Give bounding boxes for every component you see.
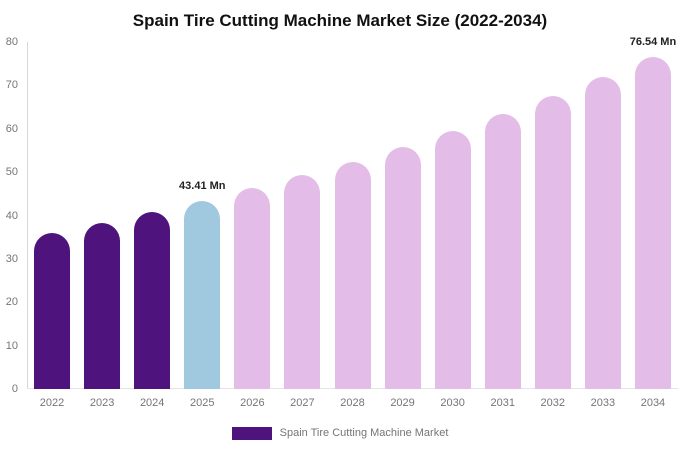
y-axis-line [27, 42, 28, 389]
y-tick-label: 30 [5, 252, 18, 265]
x-tick-label-2024: 2024 [139, 397, 165, 409]
bar-2025 [184, 200, 221, 389]
bar-2022 [34, 233, 71, 389]
legend-swatch [231, 426, 272, 440]
y-tick-label: 80 [5, 36, 18, 48]
y-tick-label: 60 [5, 122, 18, 135]
bar-2030 [434, 131, 471, 389]
bar-2026 [234, 188, 271, 389]
y-tick-label: 0 [11, 383, 18, 395]
bar-2032 [534, 96, 571, 389]
x-tick-label-2030: 2030 [440, 397, 465, 409]
x-tick-label-2027: 2027 [290, 397, 315, 409]
x-tick-label-2031: 2031 [490, 397, 515, 409]
bar-value-label-2025: 43.41 Mn [179, 179, 226, 192]
x-tick-label-2033: 2033 [590, 397, 616, 409]
bar-value-label-2034: 76.54 Mn [629, 36, 677, 48]
bar-2027 [284, 175, 321, 389]
x-tick-label-2028: 2028 [340, 397, 365, 409]
y-tick-label: 20 [5, 296, 18, 309]
bar-2034 [634, 57, 671, 389]
y-tick-label: 70 [5, 79, 18, 92]
y-tick-label: 10 [5, 339, 18, 352]
bar-2023 [84, 222, 121, 389]
x-tick-label-2034: 2034 [640, 397, 666, 409]
x-tick-label-2026: 2026 [240, 397, 265, 409]
x-tick-label-2022: 2022 [39, 397, 65, 409]
bar-2033 [584, 77, 621, 389]
x-tick-label-2023: 2023 [89, 397, 115, 409]
y-tick-label: 40 [5, 209, 18, 222]
bar-2029 [384, 146, 421, 389]
x-tick-label-2025: 2025 [190, 397, 215, 409]
chart-title: Spain Tire Cutting Machine Market Size (… [132, 11, 548, 30]
legend-label: Spain Tire Cutting Machine Market [279, 427, 449, 439]
bar-2028 [334, 161, 371, 389]
bar-2031 [484, 114, 521, 389]
legend: Spain Tire Cutting Machine Market [0, 426, 680, 440]
y-tick-label: 50 [5, 166, 18, 179]
bar-2024 [134, 212, 171, 389]
x-tick-label-2029: 2029 [390, 397, 415, 409]
x-tick-label-2032: 2032 [540, 397, 566, 409]
